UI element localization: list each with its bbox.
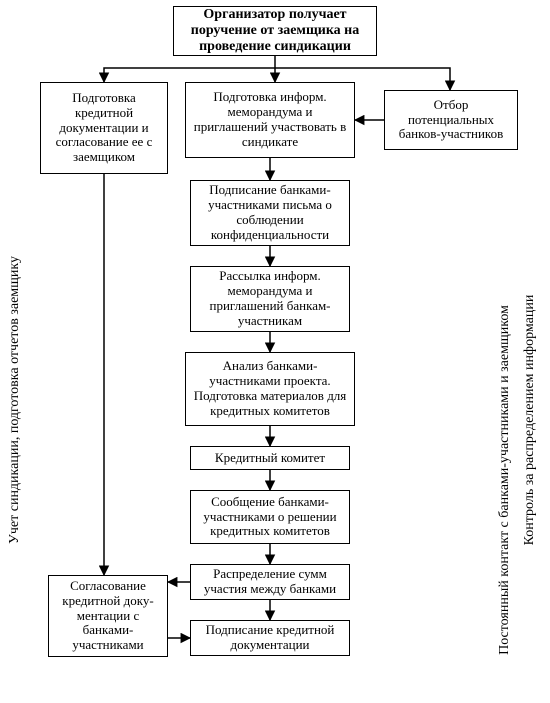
side-label-right1: Постоянный контакт с банками-участниками… <box>497 283 513 677</box>
node-c2-text: Подписание банками-участниками письма о … <box>195 183 345 243</box>
node-c8: Подписание кредитной документации <box>190 620 350 656</box>
edge <box>104 68 275 82</box>
node-c7: Распределение сумм участия между банками <box>190 564 350 600</box>
node-c5-text: Кредитный комитет <box>215 451 325 466</box>
side-label-left-text: Учет синдикации, подготовка отчетов заем… <box>7 256 22 544</box>
node-right-top-text: Отбор потенциальных банков-участников <box>389 98 513 143</box>
node-c3: Рассылка информ. меморандума и приглашен… <box>190 266 350 332</box>
node-c3-text: Рассылка информ. меморандума и приглашен… <box>195 269 345 329</box>
node-left-bottom: Согласование кредитной доку- ментации с … <box>48 575 168 657</box>
side-label-right2: Контроль за распределением информации <box>522 280 538 560</box>
node-c2: Подписание банками-участниками письма о … <box>190 180 350 246</box>
node-center-top: Подготовка информ. меморандума и приглаш… <box>185 82 355 158</box>
side-label-right2-text: Контроль за распределением информации <box>522 295 537 546</box>
flowchart-canvas: Организатор получает поручение от заемщи… <box>0 0 550 703</box>
side-label-left: Учет синдикации, подготовка отчетов заем… <box>7 240 23 560</box>
node-left-bottom-text: Согласование кредитной доку- ментации с … <box>53 579 163 654</box>
node-c8-text: Подписание кредитной документации <box>195 623 345 653</box>
node-left-top-text: Подготовка кредитной документации и согл… <box>45 91 163 166</box>
node-c6-text: Сообщение банками-участниками о решении … <box>195 495 345 540</box>
node-c7-text: Распределение сумм участия между банками <box>195 567 345 597</box>
side-label-right1-text: Постоянный контакт с банками-участниками… <box>497 305 512 655</box>
node-c5: Кредитный комитет <box>190 446 350 470</box>
node-c4-text: Анализ банками-участниками проекта. Подг… <box>190 359 350 419</box>
node-center-top-text: Подготовка информ. меморандума и приглаш… <box>190 90 350 150</box>
node-start-text: Организатор получает поручение от заемщи… <box>178 7 372 55</box>
node-start: Организатор получает поручение от заемщи… <box>173 6 377 56</box>
node-right-top: Отбор потенциальных банков-участников <box>384 90 518 150</box>
node-c6: Сообщение банками-участниками о решении … <box>190 490 350 544</box>
node-c4: Анализ банками-участниками проекта. Подг… <box>185 352 355 426</box>
node-left-top: Подготовка кредитной документации и согл… <box>40 82 168 174</box>
